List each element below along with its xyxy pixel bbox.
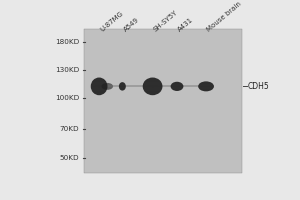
Ellipse shape <box>119 88 125 90</box>
Ellipse shape <box>144 90 161 93</box>
Ellipse shape <box>171 83 183 84</box>
Ellipse shape <box>119 82 126 91</box>
Ellipse shape <box>92 80 106 82</box>
Ellipse shape <box>92 85 106 88</box>
Ellipse shape <box>91 78 107 95</box>
Ellipse shape <box>171 86 183 87</box>
Ellipse shape <box>199 89 213 90</box>
Ellipse shape <box>144 80 161 82</box>
Ellipse shape <box>171 88 183 90</box>
Text: CDH5: CDH5 <box>248 82 270 91</box>
Text: 70KD: 70KD <box>60 126 79 132</box>
Ellipse shape <box>143 78 163 95</box>
Ellipse shape <box>198 81 214 91</box>
Text: 130KD: 130KD <box>55 67 79 73</box>
Text: A431: A431 <box>177 17 195 33</box>
Ellipse shape <box>101 83 113 90</box>
Ellipse shape <box>144 85 161 88</box>
Text: 100KD: 100KD <box>55 95 79 101</box>
Text: A549: A549 <box>122 17 140 33</box>
Ellipse shape <box>171 82 183 91</box>
Ellipse shape <box>92 90 106 93</box>
Text: 50KD: 50KD <box>60 155 79 161</box>
Bar <box>84 29 242 173</box>
Ellipse shape <box>199 86 213 87</box>
Ellipse shape <box>199 83 213 84</box>
Text: 180KD: 180KD <box>55 39 79 45</box>
Text: U-87MG: U-87MG <box>99 11 124 33</box>
Ellipse shape <box>119 83 125 84</box>
Text: Mouse brain: Mouse brain <box>206 1 243 33</box>
Ellipse shape <box>119 86 125 87</box>
Text: SH-SY5Y: SH-SY5Y <box>153 10 179 33</box>
